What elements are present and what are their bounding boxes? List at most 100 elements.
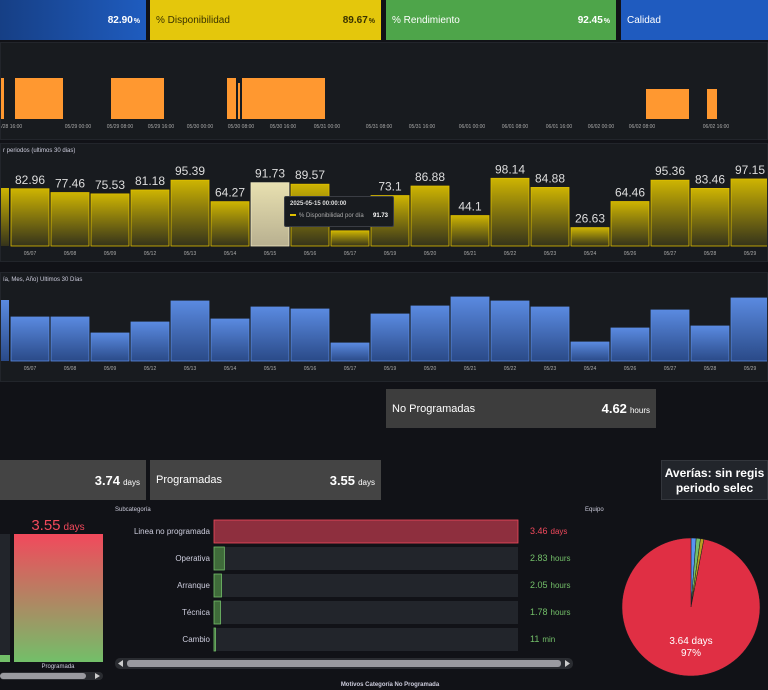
bar bbox=[90, 193, 130, 247]
x-tick-label: 05/16 bbox=[304, 251, 317, 257]
value-label: 82.96 bbox=[15, 173, 45, 187]
state-block bbox=[646, 89, 689, 119]
x-tick-label: 06/02 16:00 bbox=[703, 124, 730, 130]
kpi-label: Calidad bbox=[627, 14, 661, 26]
value-label: 64.27 bbox=[215, 186, 245, 200]
x-tick-label: 05/20 bbox=[424, 366, 437, 372]
scroll-thumb[interactable] bbox=[0, 673, 86, 679]
bar bbox=[570, 227, 610, 247]
stat-unit: days bbox=[358, 477, 375, 487]
bar-chart: ía, Mes, Año) Ultimos 30 Días 05/07 05/08… bbox=[1, 277, 767, 372]
x-tick-label: 05/28 bbox=[704, 366, 717, 372]
value: 92.45 bbox=[577, 14, 603, 26]
row-value: 2.05 hours bbox=[530, 580, 571, 590]
state-block bbox=[111, 78, 164, 119]
panel-header: Equipo bbox=[585, 507, 604, 513]
bar bbox=[570, 341, 610, 362]
x-tick-label: 05/22 bbox=[504, 251, 517, 257]
stat-unit: days bbox=[123, 477, 140, 487]
gauge-value: 3.55 days bbox=[31, 517, 84, 534]
bar-track bbox=[214, 601, 518, 624]
tooltip-series: % Disponibilidad por día bbox=[299, 213, 364, 219]
row-value: 2.83 hours bbox=[530, 553, 571, 563]
bar bbox=[530, 306, 570, 362]
state-block bbox=[1, 78, 4, 119]
x-tick-label: 05/29 bbox=[744, 251, 757, 257]
x-tick-label: 05/08 bbox=[64, 366, 77, 372]
bar bbox=[730, 297, 767, 362]
kpi-tile: 82.90% bbox=[0, 0, 146, 40]
row-value: 1.78 hours bbox=[530, 607, 571, 617]
averias-line: periodo selec bbox=[675, 481, 754, 495]
bar bbox=[530, 187, 570, 247]
bar-track bbox=[214, 547, 518, 570]
bar bbox=[650, 309, 690, 362]
row-label: Operativa bbox=[175, 554, 210, 563]
value: 3.55 bbox=[31, 517, 60, 534]
value-label: 44.1 bbox=[458, 200, 482, 214]
bar-track bbox=[214, 628, 518, 651]
x-tick-label: 05/28 16:00 bbox=[1, 124, 22, 130]
value-label: 64.46 bbox=[615, 186, 645, 200]
kpi-tile: Calidad bbox=[621, 0, 768, 40]
x-tick-label: 05/30 16:00 bbox=[270, 124, 297, 130]
gauge-bar bbox=[0, 655, 10, 662]
kpi-value: 82.90% bbox=[108, 15, 140, 26]
x-tick-label: 05/26 bbox=[624, 251, 637, 257]
stat-value: 3.55 bbox=[329, 472, 356, 488]
value: 82.90 bbox=[107, 14, 133, 26]
kpi-value: 89.67% bbox=[343, 15, 375, 26]
bar-chart: r periodos (ultimos 30 dias) 82.96 05/07 7… bbox=[1, 148, 767, 257]
stat-unit: hours bbox=[629, 406, 650, 415]
x-tick-label: 05/27 bbox=[664, 251, 677, 257]
state-block bbox=[238, 83, 240, 119]
value: 11 bbox=[530, 634, 539, 644]
x-tick-label: 05/31 08:00 bbox=[366, 124, 393, 130]
value: 2.83 bbox=[530, 553, 548, 563]
value-label: 86.88 bbox=[415, 170, 445, 184]
x-tick-label: 06/01 00:00 bbox=[459, 124, 486, 130]
state-blocks bbox=[1, 78, 717, 119]
x-tick-label: 05/24 bbox=[584, 366, 597, 372]
scroll-arrow[interactable] bbox=[95, 673, 100, 679]
bar bbox=[213, 600, 221, 625]
x-tick-label: 05/23 bbox=[544, 251, 557, 257]
bar bbox=[490, 177, 530, 247]
kpi-label: % Disponibilidad bbox=[156, 14, 230, 26]
unit: days bbox=[551, 527, 568, 536]
chart-title: r periodos (ultimos 30 dias) bbox=[3, 148, 75, 154]
unit: hours bbox=[551, 608, 571, 617]
unit: % bbox=[368, 17, 375, 25]
x-tick-label: 05/14 bbox=[224, 366, 237, 372]
bar bbox=[170, 300, 210, 362]
x-tick-label: 05/29 16:00 bbox=[148, 124, 175, 130]
x-tick-label: 05/21 bbox=[464, 251, 477, 257]
bar bbox=[610, 327, 650, 362]
value-label: 89.57 bbox=[295, 168, 325, 182]
bar bbox=[10, 188, 50, 247]
timeline-panel: 05/28 16:00 05/29 00:00 05/29 08:00 05/29 1… bbox=[0, 42, 768, 140]
value-label: 84.88 bbox=[535, 171, 565, 185]
x-tick-label: 05/29 bbox=[744, 366, 757, 372]
bar bbox=[10, 316, 50, 362]
row-label: Cambio bbox=[182, 635, 210, 644]
bar bbox=[250, 306, 290, 362]
unit: % bbox=[133, 17, 140, 25]
x-tick-label: 05/28 bbox=[704, 251, 717, 257]
x-tick-label: 05/30 00:00 bbox=[187, 124, 214, 130]
chart-title: ía, Mes, Año) Ultimos 30 Días bbox=[3, 277, 82, 283]
bar bbox=[410, 185, 450, 247]
panel-header: Subcategoría bbox=[115, 507, 151, 513]
state-block bbox=[15, 78, 63, 119]
tooltip-swatch bbox=[290, 214, 296, 217]
tooltip-time: 2025-05-15 00:00:00 bbox=[290, 201, 347, 207]
x-tick-label: 05/27 bbox=[664, 366, 677, 372]
row-label: Técnica bbox=[182, 608, 211, 617]
bottom-panels: 3.55 days Programada Subcategoría Motivos… bbox=[0, 507, 761, 688]
unit: hours bbox=[551, 554, 571, 563]
row-label: Arranque bbox=[177, 581, 210, 590]
value-label: 73.1 bbox=[378, 180, 402, 194]
bar bbox=[170, 179, 210, 247]
scroll-thumb[interactable] bbox=[127, 660, 561, 667]
